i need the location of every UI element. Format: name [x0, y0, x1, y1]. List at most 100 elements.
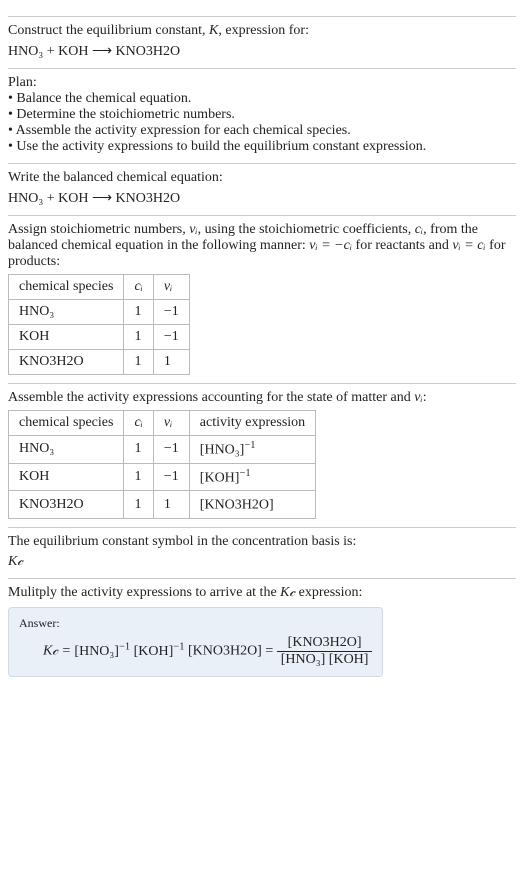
- balanced-heading: Write the balanced chemical equation:: [8, 170, 516, 186]
- stoich-nu: νᵢ: [189, 222, 197, 237]
- symbol-value-i: K𝒸: [8, 554, 23, 569]
- act-r1-c: 1: [124, 463, 153, 491]
- plan-heading: Plan:: [8, 75, 516, 91]
- symbol-value: K𝒸: [8, 554, 516, 570]
- stoich-text-mid3: for reactants and: [352, 238, 452, 253]
- act-r1-sup: −1: [239, 468, 250, 479]
- act-h1-i: cᵢ: [134, 415, 142, 430]
- answer-term3: [KNO3H2O]: [188, 644, 262, 659]
- act-r0-sup: −1: [244, 440, 255, 451]
- answer-term1-base: [HNO₃]: [74, 644, 119, 659]
- act-h1: cᵢ: [124, 411, 153, 436]
- answer-term3-base: [KNO3H2O]: [188, 644, 262, 659]
- stoich-h2: νᵢ: [153, 275, 189, 300]
- symbol-heading: The equilibrium constant symbol in the c…: [8, 534, 516, 550]
- stoich-r0c0: HNO₃: [9, 300, 124, 325]
- stoich-rule2: νᵢ = cᵢ: [452, 238, 485, 253]
- act-r0-sp: HNO₃: [9, 436, 124, 464]
- stoich-text: Assign stoichiometric numbers, νᵢ, using…: [8, 222, 516, 270]
- table-row: KNO3H2O 1 1 [KNO3H2O]: [9, 491, 316, 519]
- act-r0-base: [HNO₃]: [200, 443, 245, 458]
- act-r2-expr: [KNO3H2O]: [189, 491, 315, 519]
- table-header-row: chemical species cᵢ νᵢ: [9, 275, 190, 300]
- table-header-row: chemical species cᵢ νᵢ activity expressi…: [9, 411, 316, 436]
- act-h2-i: νᵢ: [164, 415, 172, 430]
- prompt-K: K: [209, 23, 218, 38]
- stoich-r2c0: KNO3H2O: [9, 350, 124, 375]
- answer-box: Answer: K𝒸 = [HNO₃]−1 [KOH]−1 [KNO3H2O] …: [8, 607, 383, 677]
- stoich-r1c1: 1: [124, 325, 153, 350]
- act-r2-v: 1: [153, 491, 189, 519]
- answer-frac-num: [KNO3H2O]: [277, 635, 373, 652]
- plan-item-2: • Assemble the activity expression for e…: [8, 123, 516, 139]
- final-heading: Mulitply the activity expressions to arr…: [8, 585, 516, 601]
- answer-term1-sup: −1: [119, 641, 130, 652]
- stoich-text-mid1: , using the stoichiometric coefficients,: [198, 222, 415, 237]
- stoich-h0: chemical species: [9, 275, 124, 300]
- balanced-equation: HNO₃ + KOH ⟶ KNO3H2O: [8, 190, 516, 207]
- activity-heading: Assemble the activity expressions accoun…: [8, 390, 516, 406]
- answer-term2-base: [KOH]: [134, 644, 174, 659]
- prompt-equation: HNO₃ + KOH ⟶ KNO3H2O: [8, 43, 516, 60]
- answer-term2: [KOH]−1: [134, 644, 185, 659]
- answer-term1: [HNO₃]−1: [74, 644, 130, 659]
- stoich-h1-i: cᵢ: [134, 279, 142, 294]
- activity-table: chemical species cᵢ νᵢ activity expressi…: [8, 410, 316, 519]
- stoich-h1: cᵢ: [124, 275, 153, 300]
- table-row: KOH 1 −1: [9, 325, 190, 350]
- stoich-r0c2: −1: [153, 300, 189, 325]
- plan-section: Plan: • Balance the chemical equation. •…: [8, 68, 516, 155]
- act-r0-v: −1: [153, 436, 189, 464]
- table-row: KOH 1 −1 [KOH]−1: [9, 463, 316, 491]
- plan-item-1: • Determine the stoichiometric numbers.: [8, 107, 516, 123]
- plan-item-3: • Use the activity expressions to build …: [8, 139, 516, 155]
- activity-heading-pre: Assemble the activity expressions accoun…: [8, 390, 414, 405]
- stoich-rule1: νᵢ = −cᵢ: [309, 238, 352, 253]
- balanced-section: Write the balanced chemical equation: HN…: [8, 163, 516, 207]
- symbol-section: The equilibrium constant symbol in the c…: [8, 527, 516, 570]
- answer-fraction: [KNO3H2O] [HNO₃] [KOH]: [277, 635, 373, 668]
- answer-frac-den: [HNO₃] [KOH]: [277, 652, 373, 668]
- prompt-pre: Construct the equilibrium constant,: [8, 23, 209, 38]
- stoich-text-pre: Assign stoichiometric numbers,: [8, 222, 189, 237]
- table-row: HNO₃ 1 −1: [9, 300, 190, 325]
- act-r1-sp: KOH: [9, 463, 124, 491]
- prompt-line1: Construct the equilibrium constant, K, e…: [8, 23, 516, 39]
- act-r2-c: 1: [124, 491, 153, 519]
- answer-expression: K𝒸 = [HNO₃]−1 [KOH]−1 [KNO3H2O] = [KNO3H…: [19, 635, 372, 668]
- table-row: HNO₃ 1 −1 [HNO₃]−1: [9, 436, 316, 464]
- act-r2-sp: KNO3H2O: [9, 491, 124, 519]
- prompt-post: , expression for:: [218, 23, 309, 38]
- stoich-r1c2: −1: [153, 325, 189, 350]
- final-heading-post: expression:: [295, 585, 362, 600]
- act-h2: νᵢ: [153, 411, 189, 436]
- act-h0: chemical species: [9, 411, 124, 436]
- stoich-h2-i: νᵢ: [164, 279, 172, 294]
- answer-lhs: K𝒸 =: [43, 644, 74, 659]
- final-Kc: K𝒸: [280, 585, 295, 600]
- stoich-r1c0: KOH: [9, 325, 124, 350]
- act-r0-expr: [HNO₃]−1: [189, 436, 315, 464]
- activity-heading-post: :: [423, 390, 427, 405]
- activity-section: Assemble the activity expressions accoun…: [8, 383, 516, 519]
- final-heading-pre: Mulitply the activity expressions to arr…: [8, 585, 280, 600]
- stoich-r2c1: 1: [124, 350, 153, 375]
- stoich-ci: cᵢ: [415, 222, 423, 237]
- act-h3: activity expression: [189, 411, 315, 436]
- plan-item-0: • Balance the chemical equation.: [8, 91, 516, 107]
- activity-nu: νᵢ: [414, 390, 422, 405]
- stoich-r0c1: 1: [124, 300, 153, 325]
- act-r1-expr: [KOH]−1: [189, 463, 315, 491]
- prompt-section: Construct the equilibrium constant, K, e…: [8, 16, 516, 60]
- act-r2-base: [KNO3H2O]: [200, 498, 274, 513]
- final-section: Mulitply the activity expressions to arr…: [8, 578, 516, 677]
- answer-label: Answer:: [19, 616, 372, 631]
- answer-term2-sup: −1: [173, 641, 184, 652]
- act-r1-base: [KOH]: [200, 470, 240, 485]
- stoich-table: chemical species cᵢ νᵢ HNO₃ 1 −1 KOH 1 −…: [8, 274, 190, 375]
- act-r0-c: 1: [124, 436, 153, 464]
- table-row: KNO3H2O 1 1: [9, 350, 190, 375]
- act-r1-v: −1: [153, 463, 189, 491]
- stoich-section: Assign stoichiometric numbers, νᵢ, using…: [8, 215, 516, 375]
- stoich-r2c2: 1: [153, 350, 189, 375]
